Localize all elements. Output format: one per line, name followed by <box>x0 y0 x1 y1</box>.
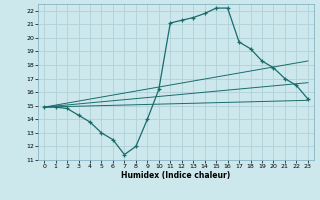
X-axis label: Humidex (Indice chaleur): Humidex (Indice chaleur) <box>121 171 231 180</box>
